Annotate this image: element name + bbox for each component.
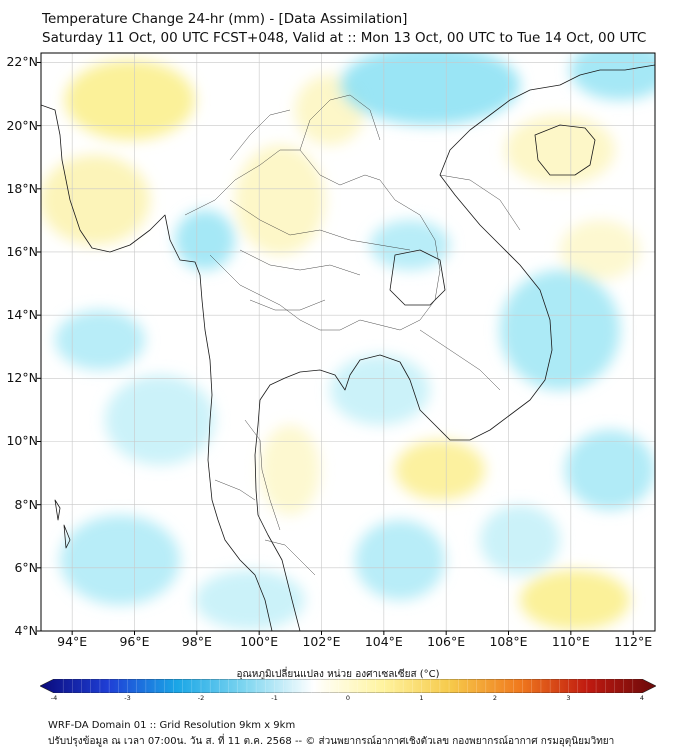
map-frame [40,52,656,632]
lat-label: 6°N [14,559,38,575]
footer-credit: ปรับปรุงข้อมูล ณ เวลา 07:00น. วัน ส. ที่… [48,736,615,747]
lat-label: 16°N [6,243,38,259]
lat-label: 8°N [14,496,38,512]
lon-label: 100°E [240,634,279,649]
colorbar-tick-label: 4 [639,694,645,702]
colorbar-tick-label: 3 [566,694,571,702]
map-title: Temperature Change 24-hr (mm) - [Data As… [42,11,408,27]
lat-label: 20°N [6,117,38,133]
lon-label: 104°E [364,634,403,649]
lon-label: 106°E [427,634,466,649]
colorbar-tick-label: -4 [50,694,58,702]
lat-label: 22°N [6,54,38,70]
lon-label: 96°E [119,634,150,649]
temperature-change-field [41,53,655,630]
admin-borders [184,94,521,576]
colorbar-tick-label: 0 [345,694,351,702]
colorbar [40,679,656,693]
footer-model-info: WRF-DA Domain 01 :: Grid Resolution 9km … [48,720,296,731]
lon-label: 98°E [181,634,212,649]
lat-label: 4°N [14,623,38,638]
lon-label: 108°E [489,634,528,649]
lat-label: 10°N [6,433,38,449]
colorbar-tick-label: -1 [271,694,278,702]
colorbar-tick-label: -3 [124,694,131,702]
colorbar-label: อุณหภูมิเปลี่ยนแปลง หน่วย องศาเซลเซียส (… [236,669,440,680]
coastlines [41,64,655,631]
lon-label: 110°E [551,634,590,649]
lat-label: 18°N [6,180,38,196]
lon-label: 112°E [614,634,653,649]
lat-label: 14°N [6,307,38,323]
colorbar-tick-label: 2 [492,694,498,702]
gridlines [41,53,655,631]
lon-label: 94°E [57,634,88,649]
colorbar-tick-label: 1 [419,694,424,702]
axis-ticks [37,61,634,635]
lon-label: 102°E [302,634,341,649]
map-subtitle: Saturday 11 Oct, 00 UTC FCST+048, Valid … [42,30,647,46]
colorbar-gradient [40,679,656,693]
colorbar-tick-label: -2 [197,694,205,702]
lat-label: 12°N [6,370,38,386]
colorbar-segments [62,679,634,693]
